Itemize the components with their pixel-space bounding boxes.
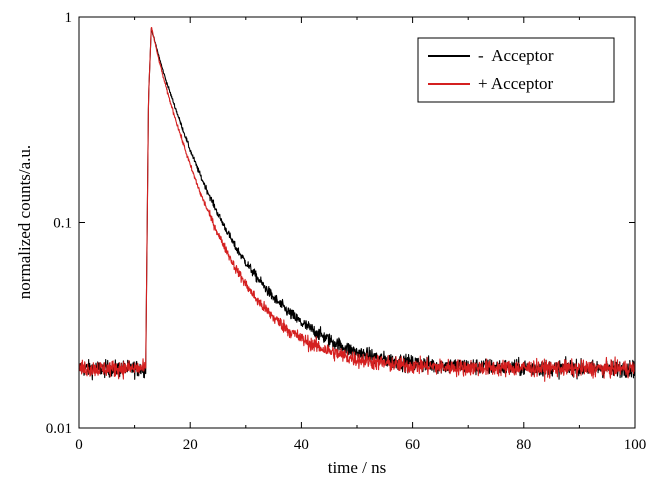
- x-axis-label: time / ns: [328, 458, 387, 477]
- legend-label-plus-acceptor: + Acceptor: [478, 74, 554, 93]
- x-tick-label: 20: [183, 437, 198, 453]
- x-tick-label: 100: [624, 437, 647, 453]
- y-tick-label: 1: [65, 10, 73, 26]
- y-tick-label: 0.01: [46, 421, 72, 437]
- x-tick-label: 40: [294, 437, 309, 453]
- plot-frame: [78, 16, 636, 429]
- y-axis-label: normalized counts/a.u.: [15, 145, 34, 299]
- y-tick-label: 0.1: [53, 216, 72, 232]
- legend: - Acceptor + Acceptor: [417, 37, 615, 103]
- legend-label-minus-acceptor: - Acceptor: [478, 46, 554, 65]
- series-layer: [78, 26, 636, 382]
- x-tick-label: 0: [75, 437, 83, 453]
- x-tick-label: 60: [405, 437, 420, 453]
- legend-box: [417, 37, 615, 103]
- series-line-0: [78, 27, 636, 381]
- x-tick-label: 80: [516, 437, 531, 453]
- series-line-1: [78, 26, 636, 382]
